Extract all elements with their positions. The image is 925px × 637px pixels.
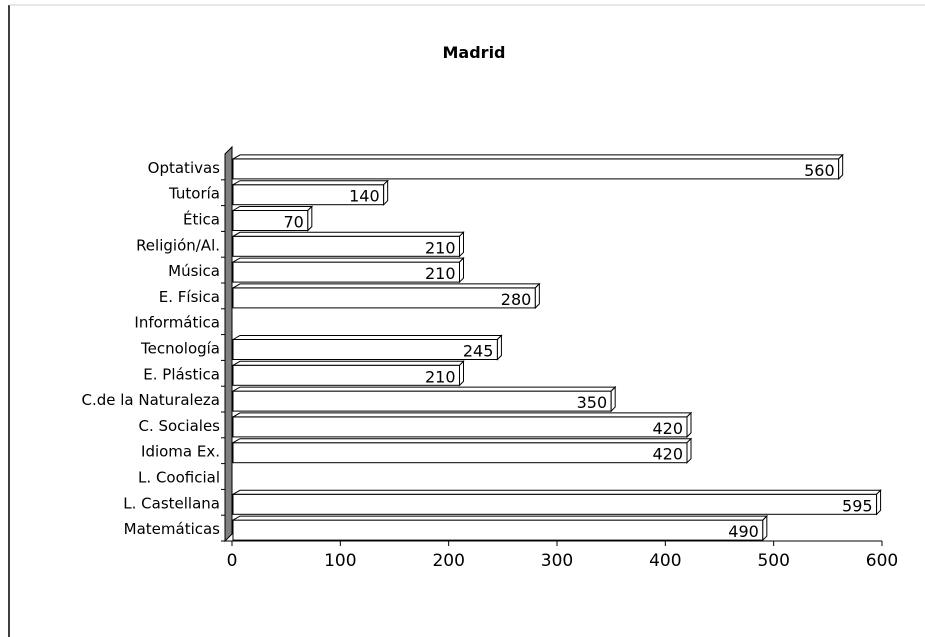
bar-side-face xyxy=(496,334,502,361)
category-label: Matemáticas xyxy=(124,520,221,538)
bar-top-face xyxy=(231,489,882,495)
category-label: Informática xyxy=(134,314,220,332)
bar-top-face xyxy=(231,283,541,289)
bar-top-face xyxy=(231,231,465,237)
data-label: 280 xyxy=(501,290,532,309)
data-label: 70 xyxy=(283,213,303,232)
bar-top-face xyxy=(231,438,693,444)
bar-side-face xyxy=(762,514,768,542)
bar-top-face xyxy=(231,335,503,340)
bar-top-face xyxy=(231,412,693,418)
bar-top-face xyxy=(231,257,465,263)
category-label: L. Castellana xyxy=(123,494,220,512)
data-label: 595 xyxy=(842,496,873,515)
category-label: Optativas xyxy=(148,159,221,177)
category-label: L. Cooficial xyxy=(138,469,220,487)
bar-side-face xyxy=(686,411,692,439)
bar xyxy=(232,442,688,464)
bar-side-face xyxy=(383,179,389,206)
category-label: Tecnología xyxy=(140,340,220,358)
bar-top-face xyxy=(231,386,617,392)
category-label: Música xyxy=(168,262,220,280)
axis-wall xyxy=(224,145,233,543)
x-tick-label: 200 xyxy=(432,551,464,571)
bar-side-face xyxy=(838,153,844,181)
bar xyxy=(232,339,498,360)
data-label: 210 xyxy=(425,264,456,283)
plot-area: 0 100 200 300 400 500 600 Matemáticas 490 L. Cast… xyxy=(81,145,898,571)
data-label: 490 xyxy=(728,522,759,541)
bar xyxy=(232,493,878,515)
bar-top-face xyxy=(231,360,465,366)
data-label: 420 xyxy=(652,419,683,438)
category-label: E. Plástica xyxy=(143,365,220,383)
data-label: 245 xyxy=(463,342,494,361)
data-label: 350 xyxy=(577,393,608,412)
bar-side-face xyxy=(610,385,616,413)
x-tick-label: 600 xyxy=(866,551,898,571)
category-label: Tutoría xyxy=(168,185,220,203)
bar-top-face xyxy=(231,206,314,211)
category-label: Ética xyxy=(183,210,220,229)
category-label: C.de la Naturaleza xyxy=(81,391,220,409)
bar-top-face xyxy=(231,180,389,186)
x-tick-label: 400 xyxy=(649,551,681,571)
bar-side-face xyxy=(876,489,882,516)
bar xyxy=(232,519,764,541)
category-label: Idioma Ex. xyxy=(141,443,220,461)
bar-side-face xyxy=(686,437,692,464)
category-label: E. Física xyxy=(159,288,220,306)
bar xyxy=(232,158,840,180)
chart-title: Madrid xyxy=(443,43,506,62)
data-label: 420 xyxy=(652,445,683,464)
data-label: 560 xyxy=(804,161,835,180)
bar-side-face xyxy=(459,360,464,387)
bar-side-face xyxy=(534,282,540,310)
category-label: C. Sociales xyxy=(138,417,220,435)
bar-side-face xyxy=(459,256,464,284)
data-label: 210 xyxy=(425,367,456,386)
x-tick-label: 100 xyxy=(324,551,356,571)
x-tick-label: 0 xyxy=(227,551,238,571)
bar xyxy=(232,287,536,309)
bar-top-face xyxy=(231,515,769,521)
data-label: 210 xyxy=(425,238,456,257)
bar-side-face xyxy=(307,205,313,232)
bar-top-face xyxy=(231,154,844,160)
category-label: Religión/Al. xyxy=(136,236,220,254)
bar xyxy=(232,416,688,438)
x-tick-label: 300 xyxy=(541,551,573,571)
bar xyxy=(232,390,612,412)
data-label: 140 xyxy=(349,187,380,206)
bar-side-face xyxy=(459,231,464,258)
x-tick-label: 500 xyxy=(757,551,789,571)
